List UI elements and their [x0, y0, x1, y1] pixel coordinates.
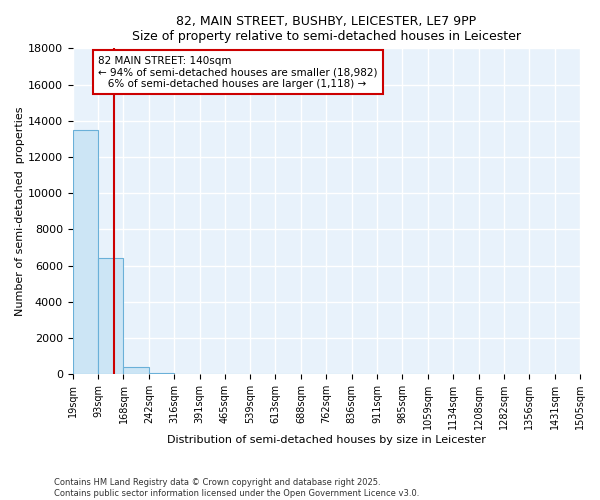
Y-axis label: Number of semi-detached  properties: Number of semi-detached properties — [15, 106, 25, 316]
Text: 82 MAIN STREET: 140sqm
← 94% of semi-detached houses are smaller (18,982)
   6% : 82 MAIN STREET: 140sqm ← 94% of semi-det… — [98, 56, 377, 89]
Bar — [149, 372, 174, 374]
Text: Contains HM Land Registry data © Crown copyright and database right 2025.
Contai: Contains HM Land Registry data © Crown c… — [54, 478, 419, 498]
X-axis label: Distribution of semi-detached houses by size in Leicester: Distribution of semi-detached houses by … — [167, 435, 486, 445]
Bar — [124, 368, 149, 374]
Bar — [73, 130, 98, 374]
Bar — [98, 258, 124, 374]
Title: 82, MAIN STREET, BUSHBY, LEICESTER, LE7 9PP
Size of property relative to semi-de: 82, MAIN STREET, BUSHBY, LEICESTER, LE7 … — [132, 15, 521, 43]
